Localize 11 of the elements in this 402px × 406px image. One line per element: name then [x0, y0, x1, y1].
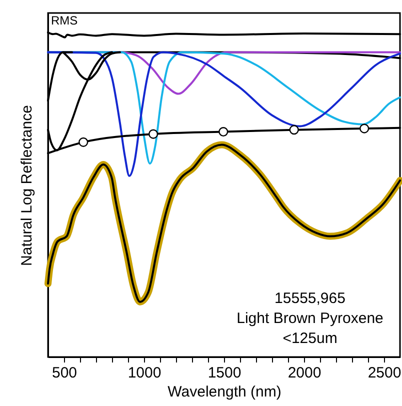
annotation: Light Brown Pyroxene: [236, 310, 384, 327]
x-tick-label: 500: [52, 364, 78, 382]
x-axis-title: Wavelength (nm): [168, 384, 282, 400]
x-tick-label: 1000: [128, 364, 162, 382]
annotation: <125um: [282, 330, 338, 347]
x-tick-label: 2000: [288, 364, 322, 382]
annotation: 15555,965: [274, 290, 346, 307]
y-axis-title: Natural Log Reflectance: [18, 105, 36, 266]
x-tick-label: 1500: [208, 364, 242, 382]
x-tick-label: 2500: [368, 364, 402, 382]
series-label: RMS: [51, 13, 78, 28]
